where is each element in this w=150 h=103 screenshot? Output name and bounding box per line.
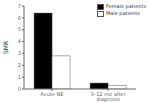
svg-text:5: 5 bbox=[18, 26, 21, 32]
svg-text:2: 2 bbox=[18, 62, 21, 68]
svg-text:0: 0 bbox=[18, 86, 21, 92]
svg-text:SMR: SMR bbox=[8, 41, 9, 54]
svg-text:Acute NE: Acute NE bbox=[41, 91, 64, 97]
svg-text:3–12 mo afterdiagnosis: 3–12 mo afterdiagnosis bbox=[91, 91, 127, 103]
svg-text:3: 3 bbox=[18, 50, 21, 56]
html-text:Female patients: Female patients bbox=[105, 3, 146, 9]
svg-text:1: 1 bbox=[18, 74, 21, 80]
svg-text:7: 7 bbox=[18, 3, 21, 9]
html-text:Male patients: Male patients bbox=[105, 10, 140, 16]
svg-text:6: 6 bbox=[18, 15, 21, 21]
svg-text:4: 4 bbox=[18, 38, 21, 44]
